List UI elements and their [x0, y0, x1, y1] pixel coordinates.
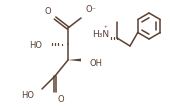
Text: O: O [44, 7, 51, 16]
Text: H₃N: H₃N [92, 30, 109, 39]
Polygon shape [68, 59, 81, 61]
Text: OH: OH [90, 59, 103, 68]
Text: ⁺: ⁺ [104, 26, 108, 32]
Text: O: O [58, 95, 65, 104]
Text: O⁻: O⁻ [86, 5, 97, 14]
Text: HO: HO [21, 91, 34, 100]
Text: HO: HO [29, 41, 42, 50]
